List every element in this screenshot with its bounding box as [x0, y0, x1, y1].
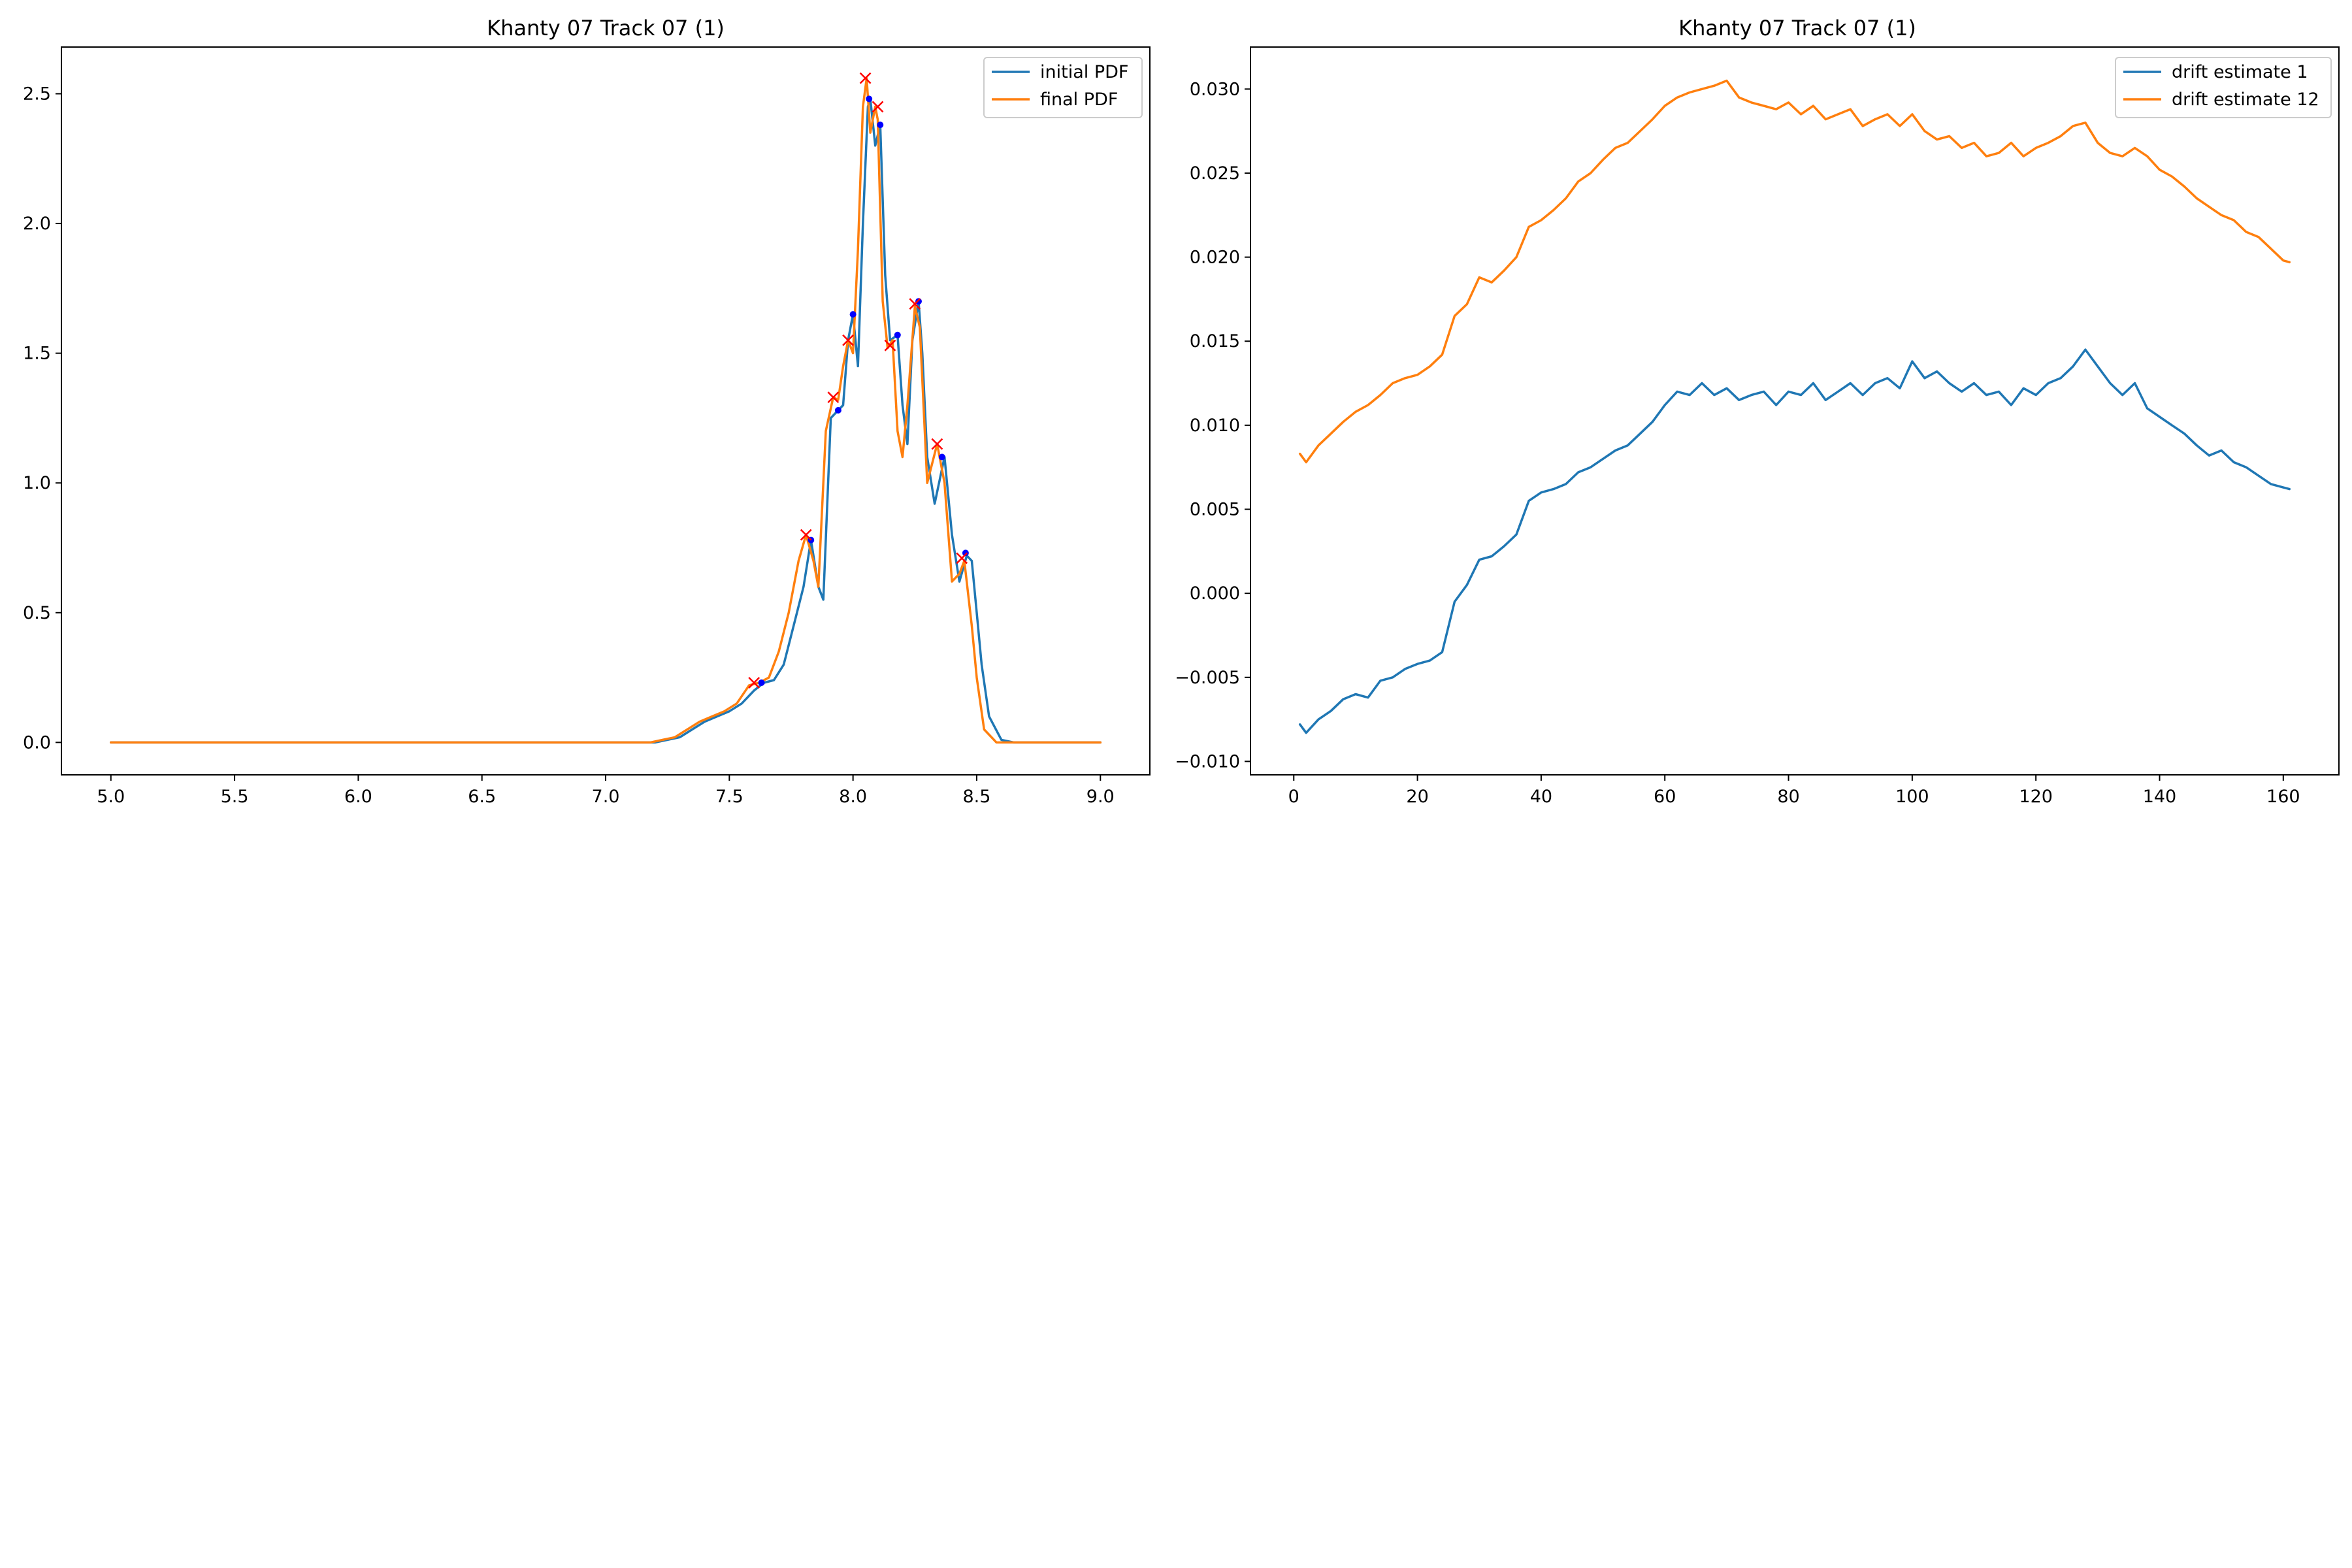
- pdf-legend: initial PDF final PDF: [983, 57, 1143, 118]
- drift-x-tick-label: 100: [1895, 787, 1929, 807]
- pdf-series-line-1: [109, 97, 1102, 744]
- drift-series-line-2: [1298, 79, 2291, 464]
- drift-x-tick-label: 80: [1777, 787, 1799, 807]
- pdf-y-tick-label: 0.0: [23, 732, 51, 753]
- drift-y-tick-label: 0.000: [1190, 583, 1240, 604]
- pdf-x-tick-label: 6.0: [344, 787, 372, 807]
- final-peak-marker: [827, 391, 840, 404]
- pdf-y-tick-label: 0.5: [23, 603, 51, 623]
- final-peak-marker: [931, 438, 943, 450]
- pdf-chart-title: Khanty 07 Track 07 (1): [487, 16, 725, 41]
- drift-x-tick-label: 20: [1406, 787, 1428, 807]
- initial-peak-marker: [894, 331, 901, 338]
- final-peak-marker: [909, 298, 921, 310]
- pdf-x-tick-label: 7.0: [592, 787, 620, 807]
- drift-y-tick-label: 0.030: [1190, 79, 1240, 99]
- final-peak-marker: [800, 529, 812, 541]
- pdf-plot-frame: [61, 46, 1151, 776]
- initial-peak-marker: [938, 453, 945, 461]
- pdf-x-tick-label: 8.0: [839, 787, 867, 807]
- pdf-y-tick-label: 2.5: [23, 84, 51, 104]
- drift-legend: drift estimate 1 drift estimate 12: [2115, 57, 2332, 118]
- drift-legend-label-2: drift estimate 12: [2172, 90, 2319, 110]
- pdf-legend-label-2: final PDF: [1040, 90, 1118, 110]
- drift-y-tick-label: 0.015: [1190, 331, 1240, 351]
- final-peak-marker: [859, 72, 872, 84]
- pdf-x-tick-label: 6.5: [468, 787, 496, 807]
- drift-series-line-1: [1298, 348, 2291, 734]
- drift-plot-frame: [1250, 46, 2340, 776]
- pdf-legend-label-1: initial PDF: [1040, 62, 1128, 82]
- pdf-x-tick-label: 9.0: [1086, 787, 1115, 807]
- final-peak-marker: [872, 101, 884, 113]
- initial-peak-marker: [866, 95, 873, 103]
- pdf-x-tick-label: 8.5: [962, 787, 990, 807]
- drift-x-tick-label: 60: [1654, 787, 1676, 807]
- drift-chart-title: Khanty 07 Track 07 (1): [1678, 16, 1916, 41]
- pdf-x-tick-label: 5.5: [221, 787, 249, 807]
- pdf-y-tick-label: 1.0: [23, 473, 51, 493]
- pdf-x-tick-label: 7.5: [715, 787, 743, 807]
- drift-x-tick-label: 0: [1288, 787, 1299, 807]
- drift-y-tick-label: −0.010: [1175, 751, 1240, 772]
- initial-peak-marker: [877, 122, 884, 129]
- pdf-y-tick-label: 1.5: [23, 344, 51, 364]
- pdf-chart-panel: Khanty 07 Track 07 (1) 5.0 5.5 6.0 6.5 7.0 7.…: [23, 16, 1151, 807]
- initial-peak-marker: [758, 679, 765, 686]
- drift-x-tick-label: 140: [2143, 787, 2177, 807]
- initial-peak-marker: [834, 407, 841, 414]
- drift-y-tick-label: 0.010: [1190, 416, 1240, 436]
- drift-x-tick-label: 160: [2266, 787, 2300, 807]
- drift-x-tick-label: 120: [2019, 787, 2053, 807]
- drift-y-tick-label: 0.020: [1190, 248, 1240, 268]
- final-peak-marker: [884, 339, 896, 351]
- drift-y-tick-label: 0.025: [1190, 163, 1240, 184]
- pdf-x-tick-label: 5.0: [97, 787, 125, 807]
- drift-chart-panel: Khanty 07 Track 07 (1) 0 20 40 60 80 100 120 14…: [1175, 16, 2340, 807]
- initial-peak-marker: [849, 311, 857, 318]
- final-peak-marker: [956, 552, 968, 564]
- final-peak-marker: [748, 677, 760, 689]
- final-peak-marker: [842, 334, 854, 346]
- drift-legend-label-1: drift estimate 1: [2172, 62, 2308, 82]
- drift-y-tick-label: −0.005: [1175, 668, 1240, 688]
- initial-peak-marker: [962, 549, 969, 557]
- drift-legend-box: [2115, 57, 2332, 118]
- pdf-y-tick-label: 2.0: [23, 214, 51, 234]
- drift-y-tick-label: 0.005: [1190, 500, 1240, 520]
- pdf-series-line-2: [109, 76, 1102, 744]
- drift-x-tick-label: 40: [1530, 787, 1552, 807]
